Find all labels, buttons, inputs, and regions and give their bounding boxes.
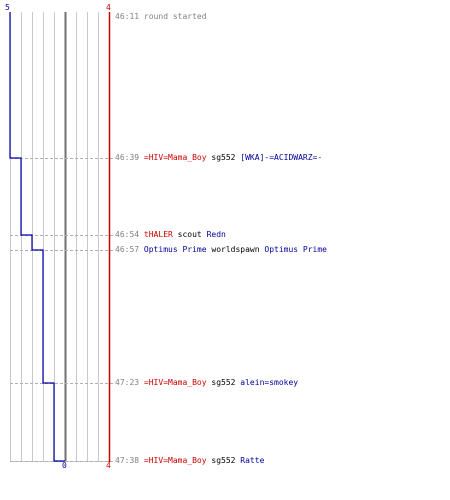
event-time: 46:39 (115, 153, 140, 162)
red-score-top: 4 (106, 3, 111, 12)
killer-name: =HIV=Mama_Boy (143, 456, 207, 465)
weapon-name: sg552 (211, 456, 236, 465)
killer-name: tHALER (143, 230, 173, 239)
blue-team-line (9, 12, 65, 462)
event-time: 46:11 (115, 12, 140, 21)
event-kill: 46:39 =HIV=Mama_Boy sg552 [WKA]-=ACIDWAR… (115, 153, 322, 163)
event-time: 46:54 (115, 230, 140, 239)
event-kill: 46:54 tHALER scout Redn (115, 230, 226, 240)
red-score-bottom: 4 (106, 461, 111, 470)
event-time: 46:57 (115, 245, 140, 254)
killer-name: =HIV=Mama_Boy (143, 378, 207, 387)
event-time: 47:38 (115, 456, 140, 465)
killer-name: =HIV=Mama_Boy (143, 153, 207, 162)
victim-name: Redn (206, 230, 226, 239)
victim-name: alein=smokey (240, 378, 299, 387)
event-kill: 46:57 Optimus Prime worldspawn Optimus P… (115, 245, 327, 255)
event-time: 47:23 (115, 378, 140, 387)
victim-name: Ratte (240, 456, 265, 465)
event-kill: 47:38 =HIV=Mama_Boy sg552 Ratte (115, 456, 264, 466)
weapon-name: sg552 (211, 153, 236, 162)
weapon-name: scout (177, 230, 202, 239)
victim-name: Optimus Prime (264, 245, 327, 254)
weapon-name: worldspawn (211, 245, 260, 254)
blue-score-bottom: 0 (62, 461, 67, 470)
event-round-start: 46:11 round started (115, 12, 207, 22)
killer-name: Optimus Prime (143, 245, 207, 254)
weapon-name: sg552 (211, 378, 236, 387)
blue-score-top: 5 (5, 3, 10, 12)
victim-name: [WKA]-=ACIDWARZ=- (240, 153, 323, 162)
event-message: round started (143, 12, 207, 21)
event-kill: 47:23 =HIV=Mama_Boy sg552 alein=smokey (115, 378, 298, 388)
